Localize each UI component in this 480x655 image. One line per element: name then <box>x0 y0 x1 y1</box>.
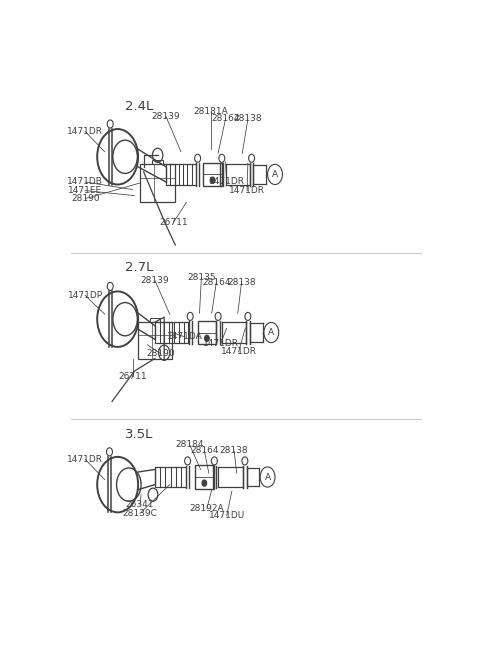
Text: 26711: 26711 <box>118 371 147 381</box>
Text: 28181A: 28181A <box>193 107 228 116</box>
Text: 2.4L: 2.4L <box>125 100 153 113</box>
Text: 28139: 28139 <box>141 276 169 285</box>
Text: 1471DU: 1471DU <box>208 512 245 520</box>
Text: 1471DP: 1471DP <box>68 291 103 300</box>
Bar <box>138 322 172 358</box>
Text: 28139C: 28139C <box>122 509 157 518</box>
Text: 1471DR: 1471DR <box>221 347 256 356</box>
Text: 26711: 26711 <box>159 218 188 227</box>
Circle shape <box>202 480 206 486</box>
Text: 1471DR: 1471DR <box>209 178 245 187</box>
Bar <box>152 160 163 164</box>
Text: 1471DR: 1471DR <box>67 127 103 136</box>
Bar <box>140 164 175 202</box>
Bar <box>203 163 222 186</box>
Text: 28135: 28135 <box>187 273 216 282</box>
Bar <box>195 465 214 489</box>
Text: 3.5L: 3.5L <box>125 428 154 441</box>
Bar <box>150 318 160 322</box>
Text: 28138: 28138 <box>234 115 262 123</box>
Text: 28138: 28138 <box>220 446 249 455</box>
Text: A: A <box>272 170 278 179</box>
Text: 28190: 28190 <box>146 349 175 358</box>
Text: 28164: 28164 <box>202 278 230 288</box>
Bar <box>198 321 216 344</box>
Text: A: A <box>268 328 275 337</box>
Text: A: A <box>264 472 271 481</box>
Text: 1471DR: 1471DR <box>203 339 239 348</box>
Text: 1471DR: 1471DR <box>229 186 265 195</box>
Circle shape <box>204 335 209 341</box>
Text: 28164: 28164 <box>190 446 218 455</box>
Text: 2.7L: 2.7L <box>125 261 154 274</box>
Text: 28184: 28184 <box>175 440 204 449</box>
Text: 28164: 28164 <box>211 115 240 123</box>
Text: 28138: 28138 <box>227 278 256 287</box>
Text: 1471DR: 1471DR <box>67 455 103 464</box>
Text: 1471DB: 1471DB <box>67 178 103 187</box>
Text: 26341: 26341 <box>126 500 154 510</box>
Text: 1471DA: 1471DA <box>167 332 203 341</box>
Text: 28192A: 28192A <box>190 504 224 513</box>
Text: 28139: 28139 <box>152 112 180 121</box>
Text: 28190: 28190 <box>71 194 100 203</box>
Text: 1471EE: 1471EE <box>68 186 102 195</box>
Circle shape <box>210 178 215 183</box>
